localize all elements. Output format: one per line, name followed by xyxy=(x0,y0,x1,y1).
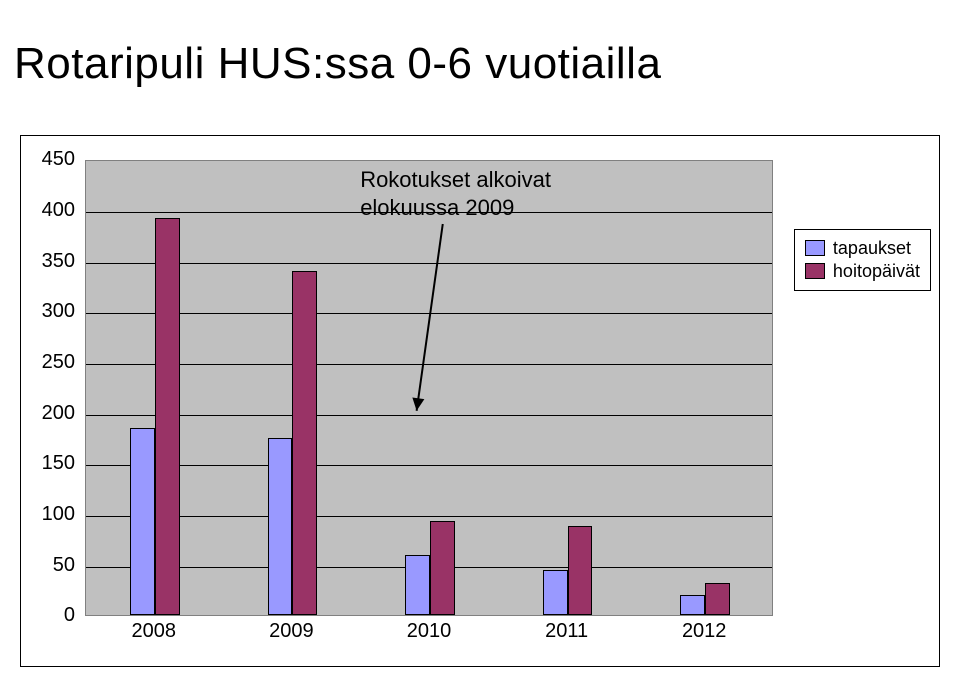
annotation-arrow xyxy=(21,160,939,644)
chart-container: 050100150200250300350400450 200820092010… xyxy=(20,135,940,667)
chart-inner: 050100150200250300350400450 200820092010… xyxy=(21,160,939,644)
page-title: Rotaripuli HUS:ssa 0-6 vuotiailla xyxy=(0,29,960,89)
